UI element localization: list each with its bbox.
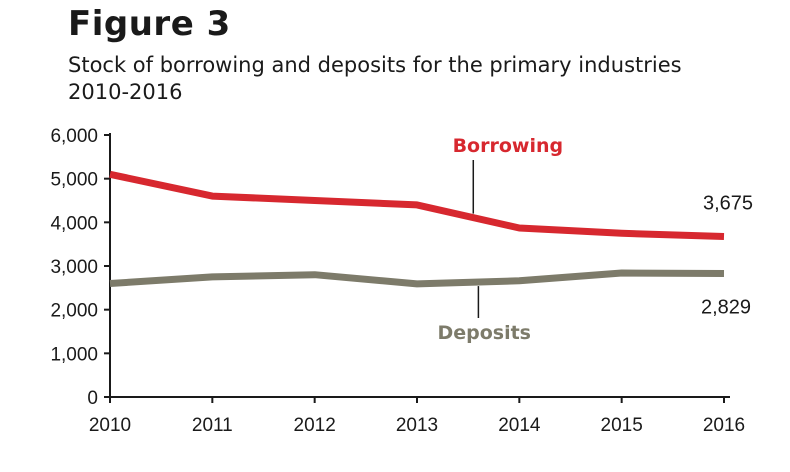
- y-tick-label: 1,000: [50, 344, 98, 365]
- series-labels: Borrowing Deposits 3,675 2,829: [437, 135, 753, 344]
- label-leader-lines: [472, 160, 480, 318]
- x-tick-label: 2011: [192, 415, 233, 436]
- x-tick-label: 2012: [294, 415, 336, 436]
- data-point-borrowing: [618, 230, 625, 237]
- x-tick-label: 2016: [703, 415, 745, 436]
- data-point-deposits: [311, 271, 318, 278]
- data-point-deposits: [721, 270, 728, 277]
- series-line-borrowing: [109, 170, 725, 240]
- x-tick-label: 2013: [396, 415, 438, 436]
- data-point-deposits: [209, 273, 216, 280]
- data-point-borrowing: [721, 233, 728, 240]
- data-point-borrowing: [414, 201, 421, 208]
- data-point-borrowing: [107, 171, 114, 178]
- deposits-end-value-label: 2,829: [701, 296, 751, 318]
- x-tick-label: 2010: [89, 415, 131, 436]
- series-lines: [107, 170, 728, 288]
- series-line-deposits: [109, 269, 725, 288]
- data-point-deposits: [516, 277, 523, 284]
- y-tick-label: 2,000: [50, 301, 98, 322]
- y-tick-label: 6,000: [50, 126, 98, 147]
- figure-title: Figure 3: [68, 4, 231, 44]
- data-point-deposits: [414, 280, 421, 287]
- y-tick-label: 3,000: [50, 257, 98, 278]
- figure-subtitle: Stock of borrowing and deposits for the …: [68, 53, 682, 104]
- y-axis-ticks: 0 1,000 2,000 3,000 4,000 5,000 6,000: [50, 126, 110, 409]
- y-tick-label: 5,000: [50, 170, 98, 191]
- borrowing-end-value-label: 3,675: [703, 193, 753, 215]
- data-point-deposits: [618, 269, 625, 276]
- data-point-borrowing: [311, 197, 318, 204]
- x-tick-label: 2014: [498, 415, 541, 436]
- borrowing-label: Borrowing: [453, 135, 564, 157]
- data-point-deposits: [107, 280, 114, 287]
- y-tick-label: 4,000: [50, 213, 98, 234]
- x-tick-label: 2015: [601, 415, 643, 436]
- x-axis-ticks: 2010 2011 2012 2013 2014 2015 2016: [89, 397, 745, 436]
- data-point-borrowing: [516, 225, 523, 232]
- axes: [109, 133, 730, 398]
- y-tick-label: 0: [87, 388, 98, 409]
- deposits-label: Deposits: [437, 322, 531, 344]
- data-point-borrowing: [209, 193, 216, 200]
